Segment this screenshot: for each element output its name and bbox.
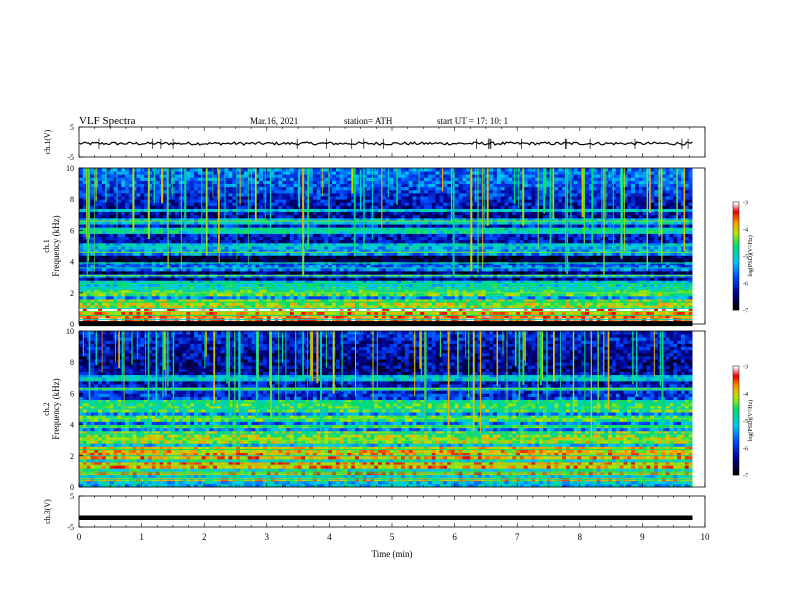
ch3_timeseries-x-tick-label: 3: [265, 532, 270, 542]
ch3_timeseries-x-tick-label: 8: [578, 532, 583, 542]
ch2_spectrogram-y-tick-label: 6: [70, 389, 74, 398]
ch2_spectrogram-y-tick-label: 4: [70, 421, 74, 430]
ch3_timeseries-x-tick-label: 4: [327, 532, 332, 542]
chart-station: station= ATH: [344, 116, 393, 126]
chart-date: Mar.16, 2021: [250, 116, 298, 126]
ch1_spectrogram-y-tick-label: 8: [70, 195, 74, 204]
ch3_timeseries-y-label: ch.3(V): [43, 499, 52, 524]
ch2_spectrogram-colorbar-frame: [732, 365, 740, 476]
ch1_timeseries-y-tick-label: -5: [67, 153, 74, 162]
ch1_spectrogram-y-tick-label: 6: [70, 226, 74, 235]
ch3_timeseries-x-tick-label: 6: [452, 532, 457, 542]
ch1_spectrogram-y-tick-label: 0: [70, 320, 74, 329]
ch2_spectrogram-colorbar-tick: -5: [743, 419, 748, 425]
ch3_timeseries-y-tick-label: -5: [67, 523, 74, 532]
ch2_spectrogram-y-label-channel: ch.2: [42, 402, 51, 416]
ch1_spectrogram-colorbar-tick: -4: [743, 228, 748, 234]
ch3_timeseries-x-tick-label: 1: [139, 532, 144, 542]
ch2_spectrogram-colorbar-label: log(PSD)(V²/Hz): [747, 400, 754, 441]
ch1_timeseries-line: [78, 141, 693, 146]
ch3_timeseries-x-tick-label: 9: [640, 532, 645, 542]
ch3_timeseries-x-tick-label: 5: [390, 532, 395, 542]
ch1_timeseries-y-label: ch.1(V): [43, 129, 52, 154]
ch1_spectrogram-colorbar-tick: -3: [743, 201, 748, 207]
ch1_spectrogram-colorbar-label: log(PSD)(V²/Hz): [747, 235, 754, 276]
chart-start-time: start UT = 17: 10: 1: [437, 116, 508, 126]
ch3_timeseries-frame: [78, 495, 706, 528]
ch1_spectrogram-y-tick-label: 10: [66, 164, 74, 173]
ch1_timeseries-y-tick-label: 5: [70, 123, 74, 132]
ch2_spectrogram-y-tick-label: 10: [66, 327, 74, 336]
ch2_spectrogram-y-tick-label: 8: [70, 358, 74, 367]
chart-title: VLF Spectra: [79, 115, 136, 127]
ch1_spectrogram-colorbar-tick: -7: [743, 309, 748, 315]
ch3_timeseries-y-tick-label: 5: [70, 492, 74, 501]
ch3_timeseries-x-tick-label: 2: [202, 532, 207, 542]
ch3_timeseries-x-tick-label: 0: [77, 532, 82, 542]
ch2_spectrogram-empty-region: [692, 331, 705, 487]
ch2_spectrogram-cells: [79, 331, 693, 488]
ch1_spectrogram-empty-region: [692, 168, 705, 324]
ch2_spectrogram-y-tick-label: 2: [70, 452, 74, 461]
ch2_spectrogram-colorbar-tick: -7: [743, 474, 748, 480]
ch1_spectrogram-y-label: Frequency (kHz): [51, 215, 61, 276]
ch1_spectrogram-colorbar: [733, 202, 739, 311]
ch1_spectrogram-colorbar-frame: [732, 201, 740, 311]
ch2_spectrogram-colorbar: [733, 366, 739, 476]
ch1_spectrogram-colorbar-tick: -6: [743, 282, 748, 288]
ch2_spectrogram-y-tick-label: 0: [70, 483, 74, 492]
ch3_timeseries-x-tick-label: 7: [515, 532, 520, 542]
ch3_timeseries-x-tick-label: 10: [701, 532, 711, 542]
ch2_spectrogram-y-label: Frequency (kHz): [51, 378, 61, 439]
ch1_spectrogram-y-tick-label: 2: [70, 289, 74, 298]
ch1_spectrogram-colorbar-tick: -5: [743, 255, 748, 261]
ch3_timeseries-x-label: Time (min): [372, 549, 413, 559]
ch2_spectrogram-colorbar-tick: -3: [743, 365, 748, 371]
ch2_spectrogram-colorbar-tick: -6: [743, 446, 748, 452]
ch2_spectrogram-colorbar-tick: -4: [743, 392, 748, 398]
ch1_spectrogram-y-tick-label: 4: [70, 258, 74, 267]
ch1_spectrogram-y-label-channel: ch.1: [42, 239, 51, 253]
